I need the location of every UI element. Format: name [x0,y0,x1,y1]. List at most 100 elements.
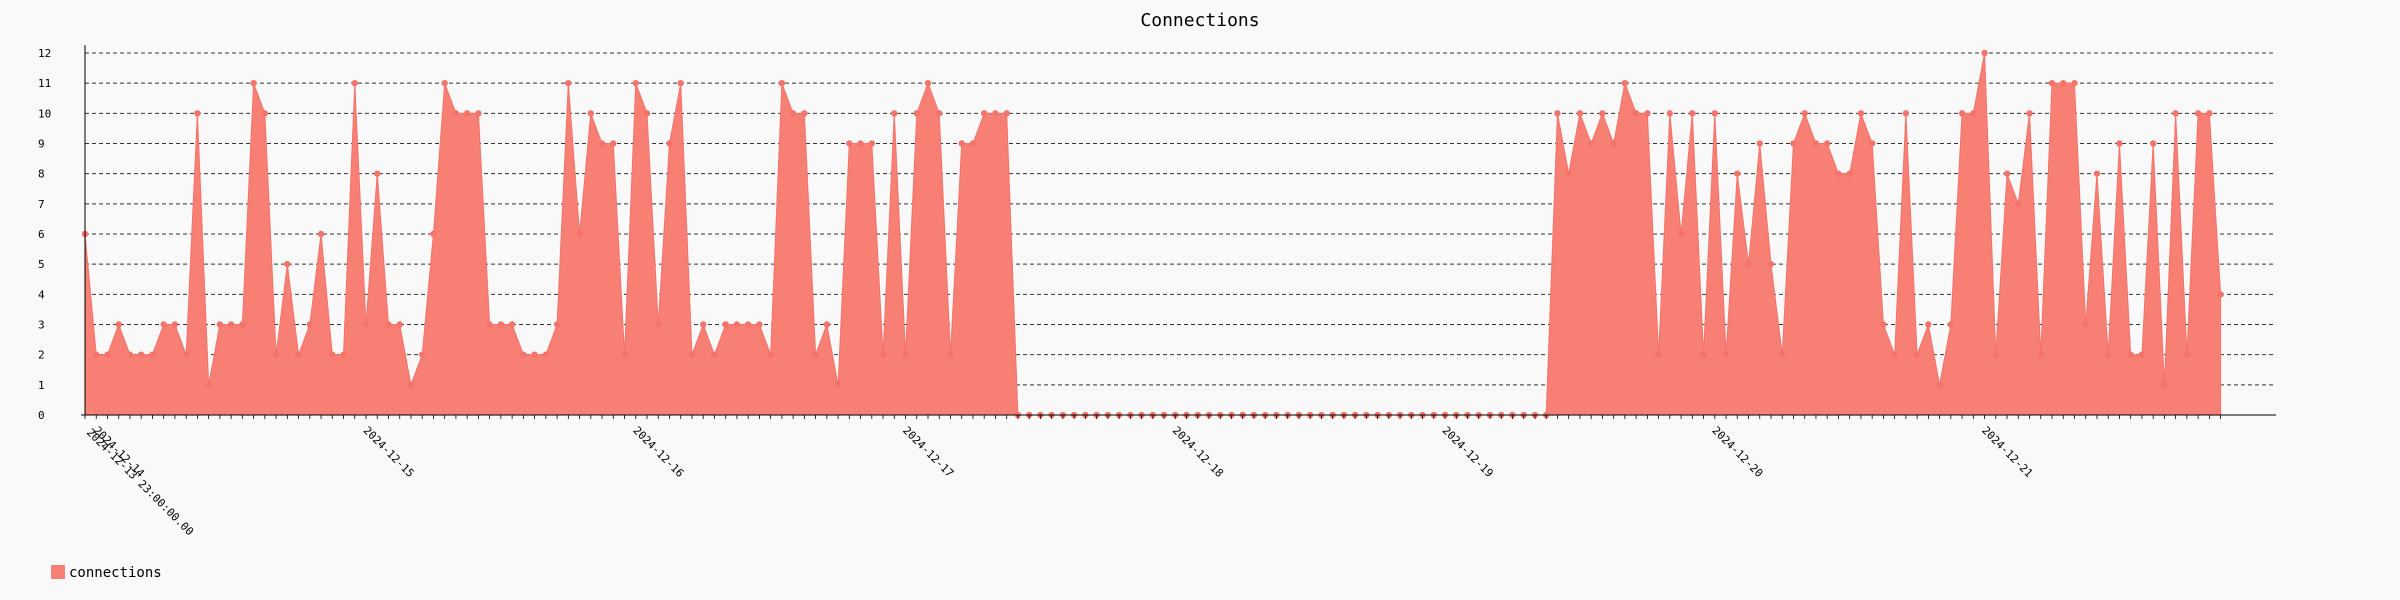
data-point [542,351,550,358]
data-point [632,79,639,87]
data-point [711,351,718,358]
x-tick-label: 2024-12-17 [900,424,956,480]
data-point [767,351,774,358]
data-point [1554,110,1561,117]
y-tick-label: 6 [38,228,45,241]
legend: connections [51,565,162,581]
data-points [81,49,2224,419]
data-point [126,351,134,358]
data-point [227,321,235,328]
data-point [1644,110,1651,117]
data-point [857,140,864,147]
data-point [2071,79,2078,87]
data-point [834,381,842,389]
data-point [104,351,111,358]
data-point [182,351,190,358]
data-point [93,351,100,358]
data-point [2015,200,2022,208]
data-point [329,351,336,358]
data-point [868,140,875,147]
data-point [2172,110,2179,117]
x-tick-label: 2024-12-19 [1440,424,1496,480]
y-tick-label: 12 [38,47,51,60]
data-point [430,230,437,238]
data-point [2127,351,2134,358]
data-point [1868,140,1876,147]
data-point [924,79,932,87]
data-point [1835,170,1842,177]
data-point [2206,110,2213,117]
data-point [194,110,201,117]
data-point [2105,351,2112,358]
data-point [138,351,145,358]
data-point [1970,110,1977,117]
data-point [2161,381,2168,389]
data-point [1925,321,1932,328]
legend-swatch [51,565,65,579]
data-point [520,351,527,358]
data-point [610,140,617,147]
data-point [981,110,988,117]
data-point [351,79,358,87]
data-point [1812,140,1820,147]
data-point [1677,230,1685,238]
data-point [452,110,460,117]
data-point [1003,110,1010,117]
data-point [1936,381,1943,389]
data-point [1599,110,1606,117]
data-point [913,110,920,117]
y-tick-label: 7 [38,198,45,211]
data-point [284,260,291,268]
data-point [565,79,572,87]
data-point [1700,351,1707,358]
data-point [2149,140,2157,147]
y-tick-label: 11 [38,77,51,90]
data-point [1947,321,1955,328]
data-point [1565,170,1572,177]
data-point [508,321,516,328]
data-point [621,351,628,358]
data-point [789,110,797,117]
data-point [396,321,403,328]
legend-label: connections [69,565,162,581]
data-point [463,110,471,117]
data-point [1824,140,1831,147]
data-point [992,110,999,117]
data-point [688,351,696,358]
y-tick-label: 9 [38,138,45,151]
x-tick-label: 2024-12-15 [361,424,417,480]
y-tick-label: 1 [38,379,45,392]
data-point [722,321,729,328]
data-point [115,321,122,328]
data-point [778,79,786,87]
data-point [1666,110,1674,117]
data-point [891,110,898,117]
data-point [936,110,943,117]
data-point [576,230,583,238]
data-point [171,321,179,328]
data-point [879,351,887,358]
data-point [1722,351,1730,358]
data-point [385,321,392,328]
data-point [295,351,302,358]
data-point [666,140,673,147]
data-point [2138,351,2146,358]
data-point [407,381,415,389]
data-point [419,351,426,358]
data-point [553,321,561,328]
data-point [239,321,246,328]
data-point [306,321,313,328]
data-point [643,110,651,117]
data-point [733,321,741,328]
data-point [958,140,965,147]
data-point [205,381,212,389]
data-point [1857,110,1865,117]
chart-title: Connections [1140,10,1259,31]
data-point [1621,79,1629,87]
data-point [677,79,684,87]
data-point [2183,351,2191,358]
data-point [2194,110,2202,117]
data-point [812,351,819,358]
